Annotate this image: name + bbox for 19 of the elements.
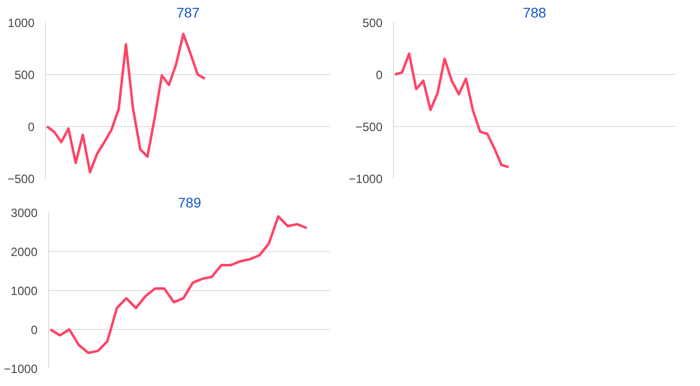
line-series [394,52,510,168]
y-tick-label: 500 [14,68,35,82]
y-tick-label: −500 [7,172,35,186]
chart-title: 788 [522,4,546,20]
y-tick-label: 3000 [10,206,38,220]
y-tick-label: 1000 [10,284,38,298]
y-tick-label: 0 [28,120,35,134]
y-tick-label: 1000 [8,16,35,30]
y-tick-label: 0 [376,68,383,82]
y-tick-label: 2000 [10,245,38,259]
chart-title: 789 [178,194,202,210]
y-tick-label: 0 [30,323,38,337]
y-tick-label: 500 [362,16,383,30]
chart-title: 787 [176,4,200,20]
y-tick-label: −1000 [348,172,383,186]
line-series [49,215,308,354]
line-series [46,32,206,174]
y-tick-label: −500 [355,120,383,134]
y-tick-label: −1000 [4,362,38,376]
